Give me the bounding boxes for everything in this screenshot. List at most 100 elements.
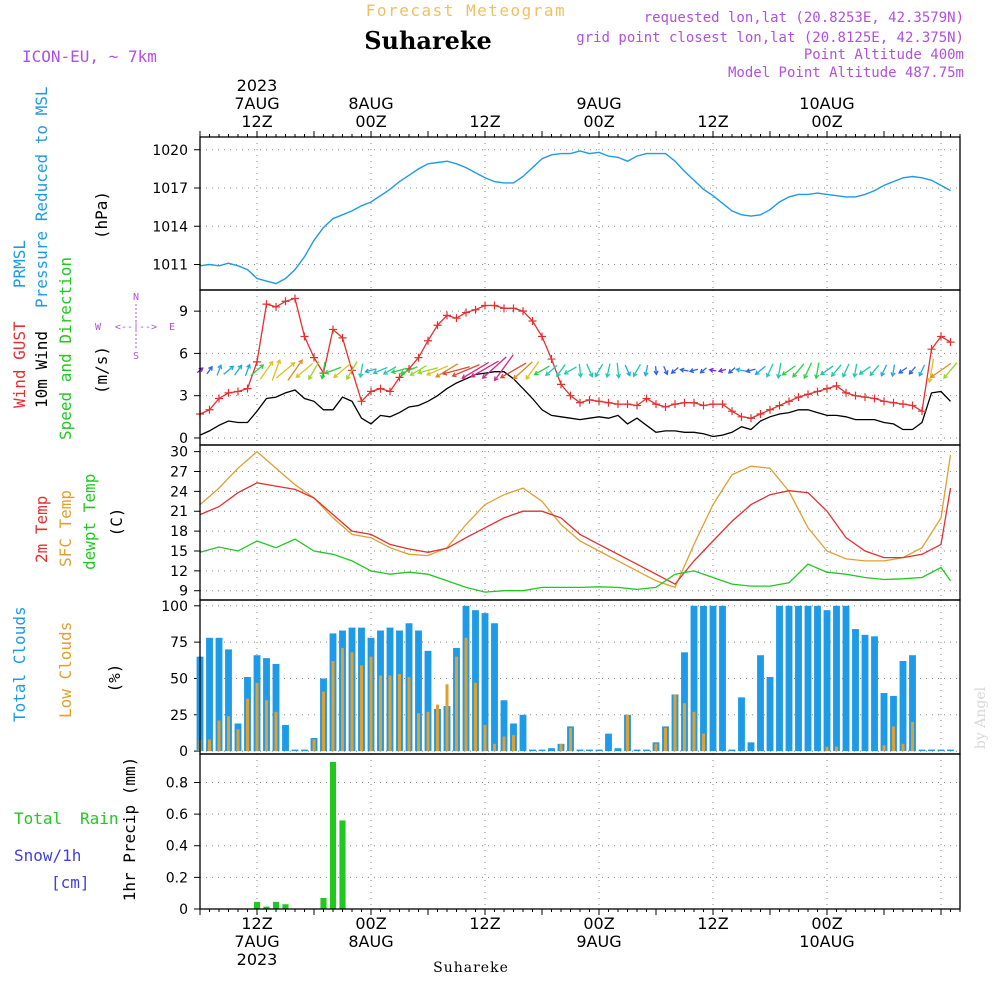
wind-arrow bbox=[700, 367, 707, 374]
total-cloud-bar bbox=[529, 749, 536, 752]
wind-arrow bbox=[545, 364, 558, 376]
wind-arrow-head bbox=[699, 368, 705, 374]
wind-arrow bbox=[624, 364, 631, 376]
wind-arrow bbox=[831, 364, 842, 377]
total-cloud-bar bbox=[595, 749, 603, 752]
wind-arrow bbox=[426, 365, 449, 376]
panel-frame bbox=[199, 136, 961, 291]
low-cloud-bar bbox=[492, 743, 497, 752]
y-tick-label: 25 bbox=[170, 708, 188, 724]
wind-arrow bbox=[383, 366, 397, 375]
wind-arrow bbox=[746, 368, 756, 373]
low-cloud-bar bbox=[910, 722, 915, 752]
total-cloud-bar bbox=[643, 749, 650, 752]
rain-bar bbox=[329, 761, 337, 909]
wind-gust-marker bbox=[310, 353, 318, 362]
wind-arrow bbox=[346, 361, 358, 380]
wind-arrow-head bbox=[880, 371, 886, 377]
wind-gust-marker bbox=[338, 333, 347, 342]
wind-arrow-head bbox=[390, 369, 396, 375]
pressure-label-2: Pressure Reduced to MSL bbox=[32, 86, 51, 308]
low-cloud-bar bbox=[673, 694, 677, 752]
temp-2m-line bbox=[199, 482, 952, 585]
wind-arrow bbox=[586, 363, 593, 377]
wind-arrow-head bbox=[663, 370, 669, 376]
wind-gust-marker bbox=[424, 336, 432, 345]
low-cloud-bar bbox=[321, 691, 326, 752]
low-cloud-bar bbox=[388, 675, 392, 752]
total-cloud-bar bbox=[272, 663, 280, 752]
total-cloud-bar bbox=[215, 637, 223, 752]
wind-arrow-head bbox=[927, 377, 933, 384]
total-cloud-bar bbox=[823, 610, 831, 752]
watermark: by Angel bbox=[973, 686, 989, 749]
wind-arrow-head bbox=[776, 373, 782, 380]
wind-arrow-head bbox=[382, 370, 388, 375]
low-cloud-bar bbox=[255, 682, 259, 752]
wind-arrow-head bbox=[323, 369, 330, 375]
total-cloud-bar bbox=[700, 605, 707, 752]
compass-south: S bbox=[133, 351, 139, 362]
compass-north: N bbox=[133, 292, 139, 303]
wind-gust-marker bbox=[908, 401, 917, 410]
wind-arrow bbox=[689, 368, 699, 373]
wind-arrow bbox=[244, 364, 251, 377]
total-cloud-bar bbox=[719, 605, 726, 752]
wind-arrow-head bbox=[346, 375, 351, 381]
wind-arrow-head bbox=[425, 371, 432, 376]
bottom-time-label: 2023 bbox=[237, 950, 278, 969]
model-label: ICON-EU, ~ 7km bbox=[22, 47, 157, 66]
low-cloud-bar bbox=[312, 739, 316, 752]
wind-gust-marker bbox=[538, 332, 546, 341]
pressure-unit: (hPa) bbox=[92, 191, 111, 239]
compass-row: <--|--> bbox=[115, 322, 157, 333]
wind-gust-marker bbox=[329, 325, 337, 334]
wind-arrow bbox=[206, 366, 213, 375]
total-cloud-bar bbox=[757, 655, 764, 752]
bottom-time-label: 12Z bbox=[697, 914, 728, 933]
low-cloud-bar bbox=[454, 656, 459, 752]
wind-arrow bbox=[443, 366, 470, 375]
low-cloud-bar bbox=[568, 727, 573, 752]
wind-arrow bbox=[365, 368, 377, 373]
wind-gust-marker bbox=[756, 410, 765, 418]
wind-arrow bbox=[869, 364, 880, 376]
wind-arrow bbox=[418, 367, 438, 374]
top-time-label: 12Z bbox=[697, 112, 728, 131]
wind-arrow-head bbox=[481, 374, 487, 379]
wind-arrow bbox=[654, 366, 658, 375]
top-time-label: 12Z bbox=[241, 112, 272, 131]
wind-direction-arrows bbox=[196, 354, 958, 384]
wind-arrow-head bbox=[451, 372, 457, 378]
total-cloud-bar bbox=[415, 630, 422, 752]
wind-arrow-head bbox=[246, 363, 251, 369]
wind-arrow-head bbox=[688, 368, 695, 374]
panel-frame bbox=[199, 753, 961, 910]
wind-gust-marker bbox=[718, 400, 727, 409]
y-tick-label: 0 bbox=[179, 431, 188, 447]
total-cloud-bar bbox=[681, 652, 688, 752]
rain-bar bbox=[263, 906, 270, 909]
y-tick-label: 1014 bbox=[152, 219, 188, 235]
wind-arrow bbox=[435, 363, 459, 378]
wind-arrow bbox=[766, 363, 774, 378]
wind-speed-line bbox=[199, 371, 951, 438]
wind-arrow-head bbox=[819, 370, 825, 376]
wind-arrow-head bbox=[643, 371, 649, 377]
pressure-label-1: PRMSL bbox=[10, 240, 29, 288]
total-cloud-bar bbox=[206, 637, 213, 752]
wind-arrow bbox=[728, 367, 736, 374]
low-cloud-bar bbox=[559, 743, 563, 752]
total-cloud-bar bbox=[928, 749, 935, 752]
wind-arrow bbox=[359, 363, 364, 378]
low-cloud-bar bbox=[682, 703, 687, 752]
low-cloud-bar bbox=[378, 675, 383, 752]
wind-gust-marker bbox=[832, 381, 841, 390]
wind-arrow bbox=[556, 364, 566, 377]
wind-gust-marker bbox=[557, 380, 565, 389]
wind-arrow-head bbox=[533, 370, 539, 376]
total-cloud-bar bbox=[586, 749, 593, 752]
wind-label-2: 10m Wind bbox=[32, 331, 51, 408]
wind-arrow-head bbox=[556, 372, 561, 378]
wind-arrow-head bbox=[435, 372, 441, 378]
